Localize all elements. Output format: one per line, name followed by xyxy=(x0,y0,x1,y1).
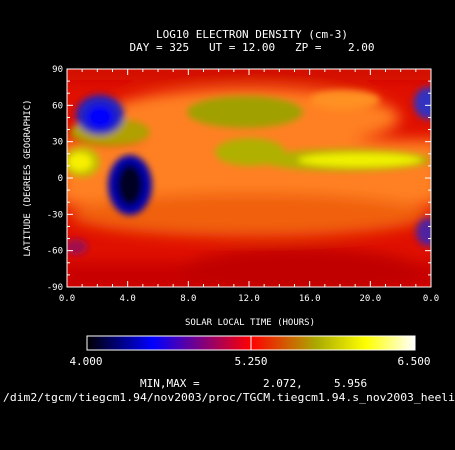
chart-title: LOG10 ELECTRON DENSITY (cm-3) xyxy=(156,28,348,41)
x-tick-label: 12.0 xyxy=(238,294,260,304)
y-tick-label: -30 xyxy=(47,210,63,220)
y-tick-label: -60 xyxy=(47,247,63,257)
x-tick-label: 16.0 xyxy=(299,294,321,304)
x-tick-label: 0.0 xyxy=(59,294,75,304)
y-axis: 90 60 30 0 -30 -60 -90 xyxy=(47,65,431,293)
y-tick-label: 60 xyxy=(52,101,63,111)
colorbar-mid-label: 5.250 xyxy=(234,355,267,368)
colorbar-min-label: 4.000 xyxy=(69,355,102,368)
y-tick-label: 0 xyxy=(58,174,63,184)
y-axis-label: LATITUDE (DEGREES GEOGRAPHIC) xyxy=(23,99,33,256)
colorbar-max-label: 6.500 xyxy=(397,355,430,368)
min-value: 2.072, xyxy=(263,377,303,390)
chart-subtitle: DAY = 325 UT = 12.00 ZP = 2.00 xyxy=(129,41,374,54)
x-axis-label: SOLAR LOCAL TIME (HOURS) xyxy=(185,318,315,328)
y-tick-label: -90 xyxy=(47,283,63,293)
x-tick-label: 4.0 xyxy=(120,294,136,304)
y-tick-label: 90 xyxy=(52,65,63,75)
x-tick-label: 0.0 xyxy=(423,294,439,304)
x-tick-label: 20.0 xyxy=(359,294,381,304)
heatmap-field xyxy=(67,69,431,287)
y-tick-label: 30 xyxy=(52,138,63,148)
x-tick-label: 8.0 xyxy=(180,294,196,304)
max-value: 5.956 xyxy=(334,377,367,390)
file-path: /dim2/tgcm/tiegcm1.94/nov2003/proc/TGCM.… xyxy=(3,391,455,404)
minmax-label: MIN,MAX = xyxy=(140,377,200,390)
x-axis: 0.0 4.0 8.0 12.0 16.0 20.0 0.0 xyxy=(59,69,439,304)
